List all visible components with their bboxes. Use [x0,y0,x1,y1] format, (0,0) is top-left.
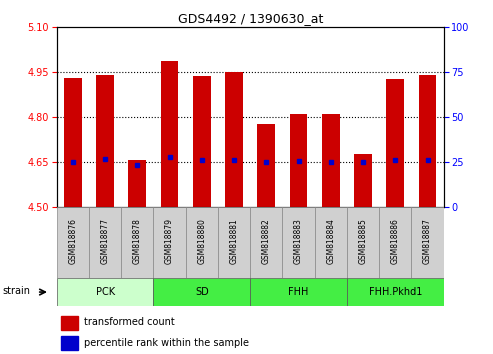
Bar [412,207,444,278]
Bar [225,72,243,207]
Bar [57,207,89,278]
Bar [161,61,178,207]
Text: GSM818883: GSM818883 [294,218,303,264]
Text: GSM818881: GSM818881 [230,218,239,264]
Bar [61,315,78,330]
Text: GSM818887: GSM818887 [423,218,432,264]
Text: transformed count: transformed count [84,317,175,327]
Text: GSM818876: GSM818876 [69,218,77,264]
Text: GSM818877: GSM818877 [101,218,109,264]
Bar [250,207,282,278]
Bar [64,78,82,207]
Bar [96,75,114,207]
Bar [322,114,340,207]
Bar [257,124,275,207]
Text: SD: SD [195,287,209,297]
Bar [218,207,250,278]
Text: GSM818878: GSM818878 [133,218,142,264]
Bar [89,207,121,278]
Text: strain: strain [3,286,31,296]
Bar [193,76,211,207]
Text: GSM818884: GSM818884 [326,218,335,264]
Bar [290,114,308,207]
Bar [347,278,444,306]
Bar [153,278,250,306]
Text: percentile rank within the sample: percentile rank within the sample [84,338,249,348]
Bar [121,207,153,278]
Bar [186,207,218,278]
Text: GSM818885: GSM818885 [358,218,368,264]
Title: GDS4492 / 1390630_at: GDS4492 / 1390630_at [177,12,323,25]
Bar [129,160,146,207]
Bar [250,278,347,306]
Text: GSM818882: GSM818882 [262,218,271,264]
Text: FHH: FHH [288,287,309,297]
Text: GSM818879: GSM818879 [165,218,174,264]
Text: GSM818886: GSM818886 [391,218,400,264]
Bar [347,207,379,278]
Bar [57,278,153,306]
Text: PCK: PCK [96,287,115,297]
Bar [419,75,436,207]
Bar [354,154,372,207]
Bar [282,207,315,278]
Bar [387,79,404,207]
Text: GSM818880: GSM818880 [197,218,207,264]
Bar [379,207,412,278]
Text: FHH.Pkhd1: FHH.Pkhd1 [369,287,422,297]
Bar [61,336,78,350]
Bar [153,207,186,278]
Bar [315,207,347,278]
